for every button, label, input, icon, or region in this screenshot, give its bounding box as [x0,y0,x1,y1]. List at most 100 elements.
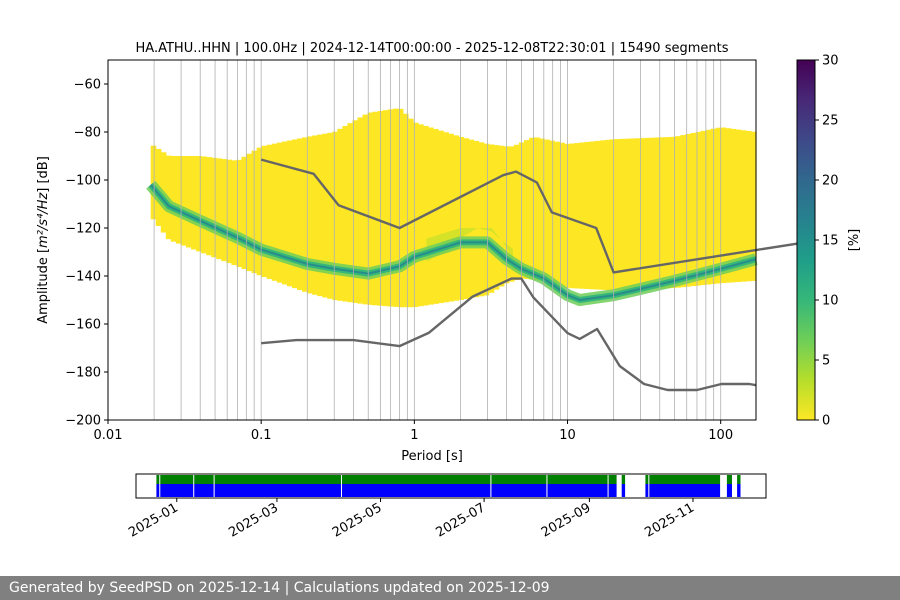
availability-interval [621,475,626,484]
psd-cell-column [241,156,248,270]
timeline-frame [135,473,767,499]
psd-cell-column [246,153,253,272]
psd-cell-column [367,112,374,305]
psd-cell-column [276,142,283,283]
psd-cell-column [675,136,681,288]
psd-cell-column [579,142,586,289]
psd-cell-column [307,136,313,294]
availability-interval [156,484,617,497]
psd-cell-column [201,156,207,254]
psd-cell-column [745,130,752,282]
psd-cell-column [271,143,278,281]
colorbar-tick-label: 25 [822,114,839,129]
psd-cell-column [418,124,424,307]
psd-cell-column [443,132,449,303]
x-tick-label: 100 [708,428,733,443]
psd-cell-column [720,127,727,284]
x-axis-ticks: 0.01 0.1 1 10 100 [94,420,733,443]
data-availability-timeline [156,475,741,497]
psd-cell-column [261,145,268,278]
y-axis-label: Amplitude [m²/s⁴/Hz] [dB] [36,156,51,324]
psd-cell-column [735,129,742,282]
psd-cell-column [544,139,550,282]
timeline-tick-label: 2025-03 [226,500,281,540]
nhnm-curve [260,158,806,274]
psd-cell-column [206,157,212,256]
psd-cell-column [216,158,222,260]
psd-cell-column [730,128,737,283]
psd-cell-column [281,141,288,285]
psd-cell-column [463,138,470,300]
psd-cell-column [362,114,369,305]
timeline-ticks: 2025-01 2025-03 2025-05 2025-07 2025-09 2025-… [126,498,697,541]
psd-cell-column [513,144,520,281]
psd-cell-column [191,156,197,250]
psd-cell-column [660,137,666,289]
psd-cell-column [569,143,576,289]
psd-cell-column [236,159,243,268]
y-tick-label: −60 [74,78,101,93]
psd-cell-column [639,138,646,290]
psd-cell-column [539,138,545,281]
availability-interval [621,484,626,497]
psd-cell-column [226,159,232,264]
psd-cell-column [312,135,318,295]
psd-cell-column [508,146,515,282]
colorbar-tick-label: 5 [822,354,830,369]
psd-cell-column [170,156,177,242]
y-tick-label: −80 [74,126,101,141]
psd-cell-column [322,133,328,298]
psd-cell-column [488,144,495,293]
plot-frame [107,59,757,421]
psd-cell-column [574,143,581,289]
psd-cell-column [634,138,641,290]
y-tick-label: −120 [65,222,101,237]
psd-cell-column [624,138,631,290]
psd-cell-column [725,128,732,283]
psd-cell-column [337,128,343,301]
psd-cell-column [347,123,354,303]
psd-cell-column [413,122,419,308]
nlnm-curve [261,277,757,392]
psd-cell-column [629,138,636,290]
y-tick-label: −180 [65,366,101,381]
psd-cell-column [407,118,414,308]
psd-cell-column [685,134,692,287]
noise-model-curves [260,158,806,392]
psd-cell-column [680,135,686,288]
psd-cell-column [493,145,500,290]
psd-cell-column [266,144,273,279]
psd-cell-column [453,135,459,301]
psd-cell-column [256,147,263,276]
x-axis-label: Period [s] [401,449,463,464]
psd-cell-column [327,132,333,299]
psd-cell-column [196,156,202,252]
psd-cell-column [614,139,621,291]
psd-cell-column [584,141,591,290]
psd-cell-column [478,142,485,297]
x-tick-label: 0.01 [94,428,123,443]
psd-cell-column [690,132,697,287]
psd-cell-column [559,142,565,287]
timeline-tick-label: 2025-05 [330,500,385,540]
colorbar-tick-label: 0 [822,414,830,429]
y-tick-label: −100 [65,174,101,189]
psd-cell-column [589,141,596,290]
psd-cell-column [594,140,601,290]
psd-cell-column [291,139,298,289]
psd-cell-column [428,127,434,305]
timeline-tick-label: 2025-07 [434,500,489,540]
psd-cell-column [695,131,702,286]
psd-cell-column [332,131,338,301]
colorbar-ticks: 0 5 10 15 20 25 30 [815,54,839,429]
psd-cell-column [665,137,671,289]
colorbar-tick-label: 10 [822,294,839,309]
psd-cell-column [750,131,757,281]
psd-cell-column [342,125,349,302]
availability-interval [737,475,741,484]
colorbar-tick-label: 20 [822,174,839,189]
availability-interval [645,475,721,484]
psd-cell-column [534,137,540,281]
psd-cell-column [604,139,611,291]
psd-cell-column [468,139,475,299]
